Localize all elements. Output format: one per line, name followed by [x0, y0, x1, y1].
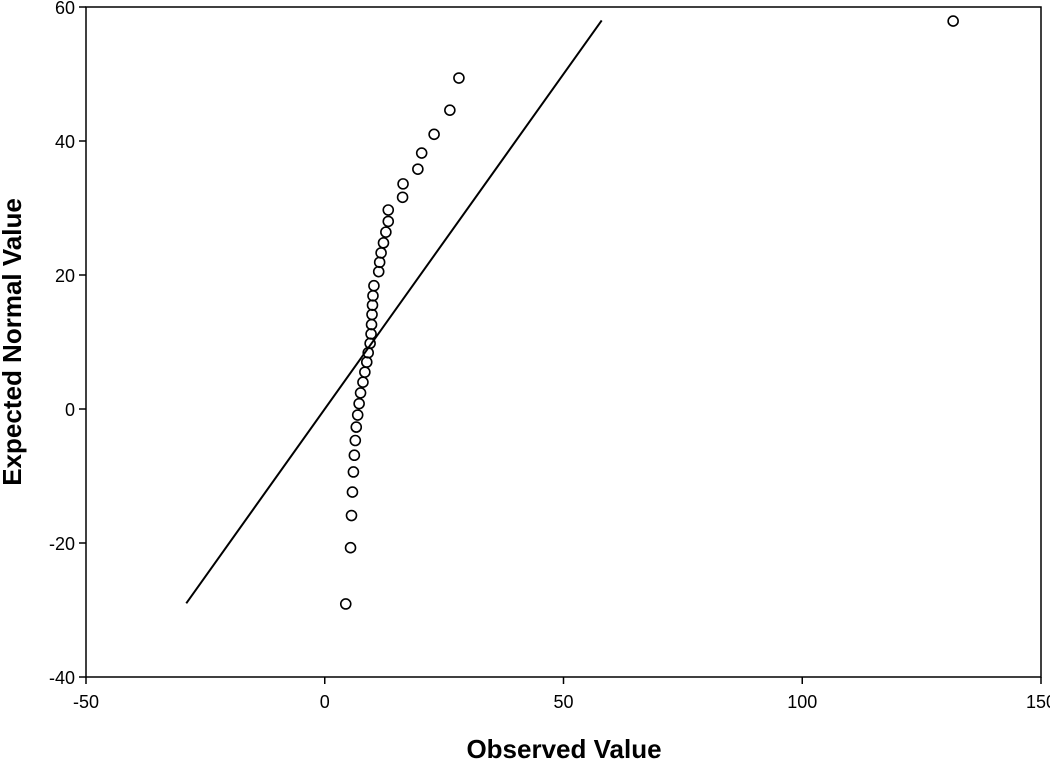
data-point [380, 226, 392, 238]
data-point [345, 509, 358, 522]
y-axis-ticks: -40 -20 0 20 40 60 [49, 0, 86, 688]
x-tick-label: 100 [787, 692, 817, 712]
x-tick-label: 150 [1026, 692, 1050, 712]
data-points-layer [339, 15, 959, 610]
data-point [444, 104, 456, 116]
data-point [947, 15, 959, 27]
data-point [347, 466, 360, 478]
data-point [359, 366, 371, 378]
reference-line-layer [185, 19, 603, 604]
data-point [351, 409, 364, 421]
data-point [357, 376, 369, 389]
y-tick-label: 20 [55, 266, 75, 286]
data-point [365, 318, 378, 331]
data-point [353, 397, 365, 410]
data-point [366, 308, 378, 321]
y-axis-title: Expected Normal Value [0, 198, 27, 486]
data-point [346, 486, 359, 498]
data-point [339, 598, 352, 610]
y-tick-label: -20 [49, 534, 75, 554]
data-point [348, 449, 361, 462]
data-point [382, 215, 395, 228]
data-point [354, 387, 367, 399]
x-axis-title: Observed Value [466, 734, 661, 760]
data-point [396, 191, 409, 204]
data-point [350, 421, 363, 433]
data-point [377, 237, 390, 249]
plot-frame [85, 6, 1042, 678]
x-tick-label: 50 [553, 692, 573, 712]
data-point [344, 541, 357, 554]
data-point [412, 163, 424, 175]
data-point [373, 256, 386, 269]
x-axis-ticks: -50 0 50 100 150 [73, 677, 1050, 712]
data-point [368, 279, 380, 292]
data-point [428, 128, 440, 141]
y-tick-label: 0 [65, 400, 75, 420]
y-tick-label: 60 [55, 0, 75, 18]
data-point [360, 356, 373, 368]
data-point [365, 328, 377, 340]
x-tick-label: 0 [320, 692, 330, 712]
y-tick-label: -40 [49, 668, 75, 688]
data-point [382, 204, 395, 216]
data-point [415, 147, 428, 159]
data-point [372, 265, 385, 278]
reference-line [185, 19, 603, 604]
data-point [397, 178, 409, 190]
data-point [375, 247, 387, 259]
y-tick-label: 40 [55, 132, 75, 152]
data-point [367, 289, 379, 302]
x-tick-label: -50 [73, 692, 99, 712]
data-point [453, 72, 465, 84]
data-point [349, 434, 362, 447]
data-point [366, 299, 379, 311]
